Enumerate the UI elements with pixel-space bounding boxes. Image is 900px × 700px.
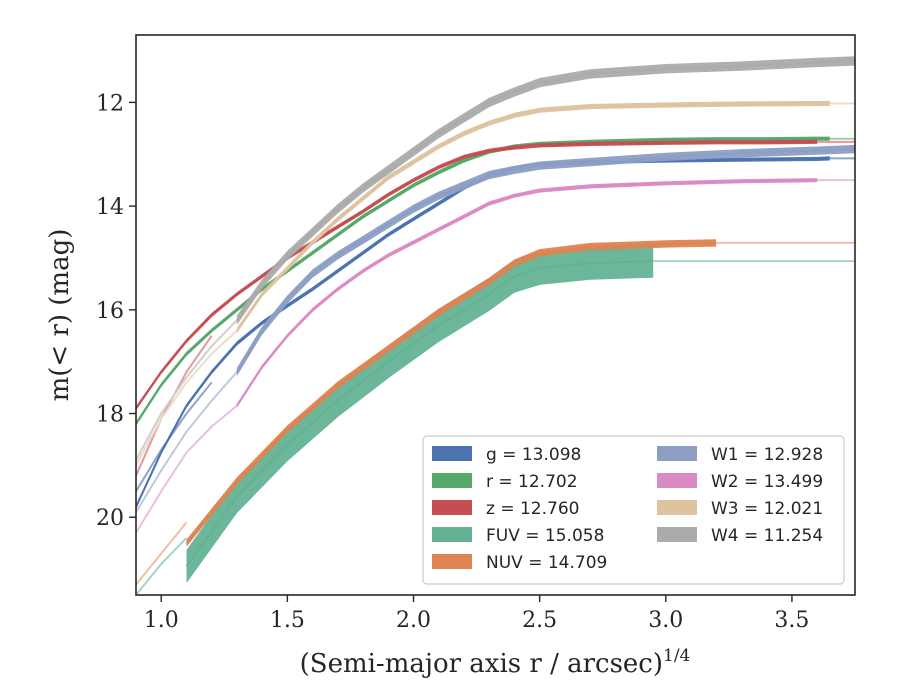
legend-swatch-z-12-760	[432, 500, 472, 515]
legend-swatch-g-13-098	[432, 446, 472, 461]
legend-label-z-12-760: z = 12.760	[486, 499, 579, 519]
y-tick-label: 20	[96, 506, 124, 531]
band-fuv-15-058	[186, 244, 654, 584]
legend-label-w4-11-254: W4 = 11.254	[711, 526, 823, 546]
legend-swatch-r-12-702	[432, 473, 472, 488]
series-w3-12-021	[236, 100, 855, 334]
legend-swatch-w4-11-254	[657, 527, 697, 542]
series-fuv-15-058	[185, 244, 855, 584]
legend-swatch-nuv-14-709	[432, 554, 472, 569]
x-tick-label: 1.5	[270, 608, 305, 633]
line-w2-13-499	[236, 179, 818, 407]
legend-swatch-w3-12-021	[657, 500, 697, 515]
series-nuv-14-709	[185, 239, 855, 547]
line-z-12-760	[136, 140, 818, 409]
x-tick-label: 3.5	[774, 608, 809, 633]
x-axis-ticks: 1.0 1.5 2.0 2.5 3.0 3.5	[144, 595, 809, 633]
y-axis-label: m(< r) (mag)	[45, 229, 75, 402]
legend-label-fuv-15-058: FUV = 15.058	[486, 526, 604, 546]
faded-extensions-layer	[136, 319, 238, 595]
line-r-12-702	[136, 137, 830, 425]
x-tick-label: 1.0	[144, 608, 179, 633]
series-w2-13-499	[236, 178, 855, 408]
band-w2-13-499	[236, 178, 818, 408]
legend-box	[422, 435, 845, 585]
legend-label-w1-12-928: W1 = 12.928	[711, 445, 823, 465]
line-nuv-14-709	[185, 241, 717, 544]
extension-w2-13-499	[136, 404, 238, 534]
line-w4-11-254	[236, 59, 855, 321]
x-tick-label: 2.0	[396, 608, 431, 633]
legend-label-r-12-702: r = 12.702	[486, 472, 578, 492]
legend: g = 13.098 r = 12.702 z = 12.760 FUV = 15.0…	[422, 435, 845, 585]
legend-label-w2-13-499: W2 = 13.499	[711, 472, 823, 492]
extension-w4-11-254	[136, 319, 238, 461]
series-g-13-098	[136, 156, 855, 509]
line-w3-12-021	[236, 102, 830, 332]
x-axis-label: (Semi-major axis r / arcsec)1/4	[300, 646, 691, 679]
extension-fuv-15-058	[136, 537, 188, 595]
line-g-13-098	[136, 157, 830, 508]
legend-swatch-w1-12-928	[657, 446, 697, 461]
extension-nuv-14-709	[136, 521, 188, 586]
line-w1-12-928	[236, 148, 855, 373]
legend-label-g-13-098: g = 13.098	[486, 445, 581, 465]
x-axis-label-exponent: 1/4	[663, 646, 690, 666]
series-w1-12-928	[236, 144, 855, 377]
y-tick-label: 18	[96, 403, 124, 428]
plot-frame	[135, 34, 856, 596]
y-axis-ticks: 12 14 16 18 20	[96, 91, 136, 531]
extension-g-13-098	[136, 381, 213, 492]
legend-label-w3-12-021: W3 = 12.021	[711, 499, 823, 519]
legend-label-nuv-14-709: NUV = 14.709	[486, 553, 607, 573]
y-tick-label: 12	[96, 91, 124, 116]
legend-swatch-fuv-15-058	[432, 527, 472, 542]
series-z-12-760	[136, 139, 855, 411]
x-tick-label: 3.0	[648, 608, 683, 633]
x-axis-label-text: (Semi-major axis r / arcsec)	[300, 649, 663, 679]
line-fuv-15-058	[185, 260, 654, 568]
extension-w3-12-021	[136, 329, 238, 466]
series-layer	[136, 56, 855, 584]
y-tick-label: 14	[96, 195, 124, 220]
y-tick-label: 16	[96, 299, 124, 324]
x-tick-label: 2.5	[522, 608, 557, 633]
series-w4-11-254	[236, 56, 855, 325]
legend-swatch-w2-13-499	[657, 473, 697, 488]
extension-w1-12-928	[136, 371, 238, 513]
